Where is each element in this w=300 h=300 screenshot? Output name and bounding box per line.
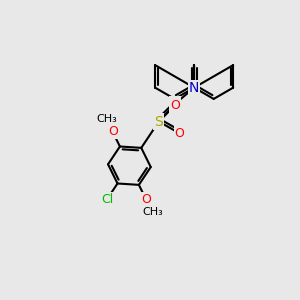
Text: O: O	[141, 193, 151, 206]
Text: O: O	[175, 127, 184, 140]
Text: O: O	[170, 97, 180, 110]
Text: CH₃: CH₃	[142, 207, 163, 217]
Text: S: S	[154, 115, 163, 128]
Text: O: O	[170, 99, 180, 112]
Text: Cl: Cl	[101, 193, 113, 206]
Text: N: N	[189, 81, 200, 95]
Text: O: O	[108, 125, 118, 139]
Text: CH₃: CH₃	[96, 114, 117, 124]
